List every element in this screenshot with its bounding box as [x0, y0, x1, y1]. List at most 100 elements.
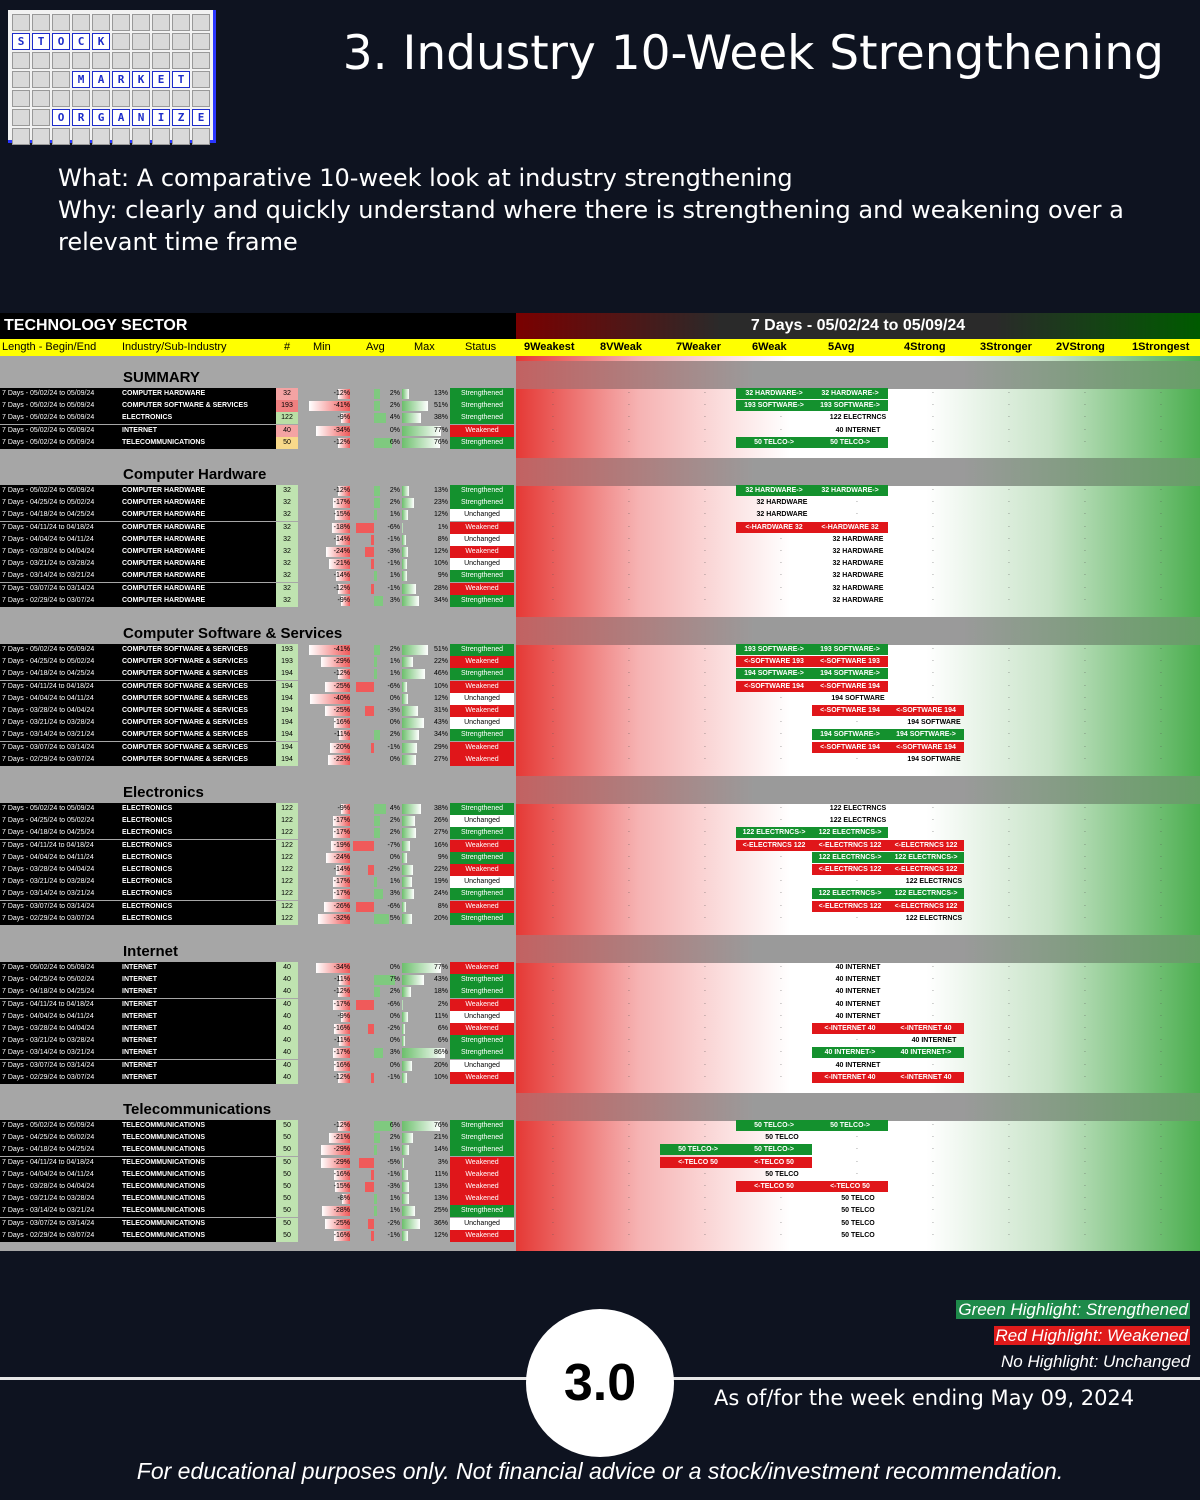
zone-dot: . [552, 668, 554, 676]
row-avg: -1% [387, 1231, 400, 1239]
zone-dot: . [704, 400, 706, 408]
row-count: 50 [276, 436, 298, 449]
row-length: 7 Days - 04/18/24 to 04/25/24 [2, 511, 95, 519]
row-max: 13% [433, 487, 448, 494]
row-length: 7 Days - 03/21/24 to 03/28/24 [2, 719, 95, 727]
zone-dot: . [1160, 582, 1162, 590]
zone-dot: . [1084, 1181, 1086, 1188]
row-status: Strengthened [450, 1035, 514, 1048]
zone-dot: . [1160, 521, 1162, 529]
row-label-bg [0, 741, 276, 754]
row-length: 7 Days - 04/25/24 to 05/02/24 [2, 658, 95, 666]
zone-dot: . [780, 864, 782, 871]
row-industry: TELECOMMUNICATIONS [122, 1170, 206, 1178]
table-row: 7 Days - 04/11/24 to 04/18/24 COMPUTER HA… [0, 521, 1200, 534]
logo-cell [12, 90, 30, 107]
zone-dot: . [780, 1047, 782, 1055]
min-bar [334, 1024, 350, 1034]
row-status: Strengthened [450, 1144, 514, 1157]
zone-marker: 122 ELECTRNCS-> [812, 827, 888, 839]
logo-cell [132, 128, 150, 145]
min-bar [329, 559, 350, 570]
zone-dot: . [1084, 1229, 1086, 1237]
row-status: Weakened [450, 900, 514, 913]
row-industry: COMPUTER SOFTWARE & SERVICES [122, 719, 248, 727]
zone-dot: . [1008, 1132, 1010, 1140]
logo-cell [112, 52, 130, 69]
row-count: 32 [276, 558, 298, 571]
row-max: 6% [437, 1037, 448, 1045]
row-label-bg [0, 436, 276, 449]
row-max: 12% [433, 511, 448, 519]
avg-bar [368, 1218, 374, 1229]
row-min: -41% [333, 402, 350, 410]
table-row: 7 Days - 04/18/24 to 04/25/24 TELECOMMUNI… [0, 1144, 1200, 1157]
zone-dot: . [628, 815, 630, 823]
zone-dot: . [704, 644, 706, 651]
column-header: # [284, 341, 291, 353]
as-of-date: As of/for the week ending May 09, 2024 [714, 1386, 1135, 1410]
zone-dot: . [1084, 876, 1086, 884]
row-avg: -6% [387, 902, 400, 910]
zone-dot: . [1084, 803, 1086, 810]
zone-dot: . [1084, 1071, 1086, 1079]
zone-dot: . [552, 1023, 554, 1030]
max-bar [402, 1218, 420, 1229]
zone-dot: . [932, 656, 934, 664]
zone-dot: . [856, 876, 858, 884]
avg-bar [374, 913, 389, 924]
zone-dot: . [932, 388, 934, 395]
avg-bar [356, 901, 374, 912]
row-avg: 1% [389, 1207, 400, 1215]
logo-cell [12, 128, 30, 145]
zone-dot: . [1160, 1132, 1162, 1140]
row-count: 50 [276, 1144, 298, 1157]
row-max: 8% [437, 535, 448, 543]
zone-dot: . [780, 705, 782, 712]
zone-dot: . [1084, 974, 1086, 982]
zone-dot: . [628, 741, 630, 749]
zone-dot: . [628, 485, 630, 492]
zone-dot: . [628, 1023, 630, 1030]
row-industry: COMPUTER HARDWARE [122, 596, 206, 604]
zone-dot: . [628, 900, 630, 908]
max-bar [402, 999, 403, 1010]
row-avg: 5% [389, 914, 400, 922]
table-row: 7 Days - 04/11/24 to 04/18/24 INTERNET 40 -… [0, 998, 1200, 1011]
zone-marker: 32 HARDWARE [756, 499, 808, 507]
logo-cell: I [152, 109, 170, 126]
zone-dot: . [552, 1156, 554, 1164]
zone-marker: <-SOFTWARE 194 [888, 741, 964, 753]
legend-none: No Highlight: Unchanged [1000, 1352, 1190, 1371]
row-min: -15% [333, 1183, 350, 1190]
zone-dot: . [856, 753, 858, 761]
zone-dot: . [1084, 692, 1086, 700]
row-length: 7 Days - 04/11/24 to 04/18/24 [2, 682, 94, 690]
max-bar [402, 1182, 409, 1192]
zone-dot: . [932, 680, 934, 688]
row-min: -12% [333, 438, 350, 446]
row-length: 7 Days - 04/11/24 to 04/18/24 [2, 1000, 94, 1008]
zone-dot: . [628, 570, 630, 578]
logo-cell [192, 14, 210, 31]
table-row: 7 Days - 04/18/24 to 04/25/24 ELECTRONICS… [0, 827, 1200, 840]
row-avg: 2% [389, 1134, 400, 1142]
avg-bar [374, 816, 380, 827]
logo-cell [112, 14, 130, 31]
row-avg: -1% [387, 1170, 400, 1178]
row-count: 50 [276, 1229, 298, 1242]
row-industry: TELECOMMUNICATIONS [122, 1207, 206, 1215]
row-max: 36% [433, 1219, 448, 1227]
zone-marker: 194 SOFTWARE [907, 755, 961, 763]
column-header: Max [414, 341, 435, 353]
row-max: 34% [433, 596, 448, 604]
row-min: -28% [333, 1207, 350, 1215]
row-length: 7 Days - 04/25/24 to 05/02/24 [2, 976, 95, 984]
zone-marker: 194 SOFTWARE-> [888, 729, 964, 741]
zone-marker: 40 INTERNET [835, 1012, 881, 1020]
logo-cell [12, 14, 30, 31]
zone-dot: . [628, 558, 630, 566]
row-avg: 3% [389, 596, 400, 604]
zone-dot: . [704, 1168, 706, 1176]
zone-dot: . [1160, 1156, 1162, 1164]
